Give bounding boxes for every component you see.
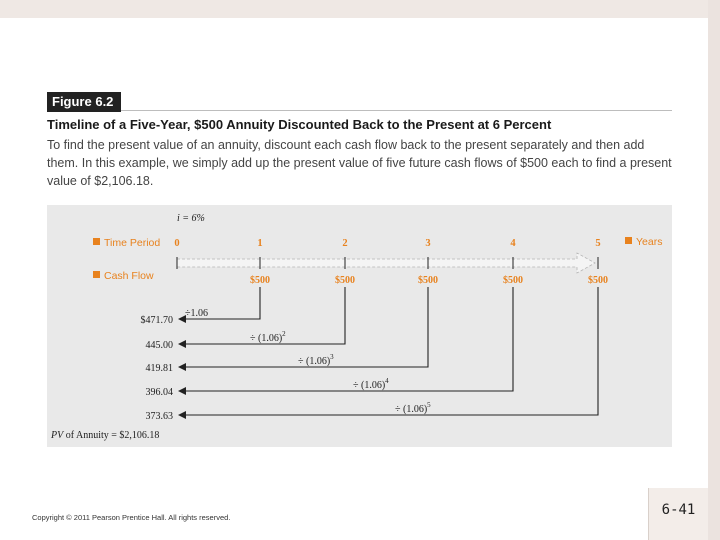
- timeline-svg: i = 6% Time Period Years Cash Flow 0 1 2 3 4…: [50, 213, 662, 441]
- rate-label: i = 6%: [177, 213, 205, 224]
- figure-label: Figure 6.2: [47, 92, 121, 112]
- cash-flow-value: $500: [250, 275, 270, 286]
- present-value: 445.00: [146, 340, 174, 351]
- right-band: [708, 0, 720, 540]
- cash-flow-label: Cash Flow: [104, 270, 154, 282]
- discount-arrow: [178, 287, 346, 348]
- period-label: 3: [425, 238, 430, 249]
- cash-flow-value: $500: [418, 275, 438, 286]
- discount-arrow: [178, 287, 429, 371]
- years-label: Years: [636, 236, 662, 248]
- period-label: 5: [595, 238, 600, 249]
- period-label: 4: [510, 238, 516, 249]
- discount-factor: ÷1.06: [185, 308, 208, 319]
- discount-factor: ÷ (1.06)4: [353, 377, 389, 391]
- discount-arrow: [178, 287, 599, 419]
- timeline-arrow: [176, 252, 596, 274]
- discount-arrow: [178, 287, 514, 395]
- discount-factor: ÷ (1.06)5: [395, 401, 431, 415]
- years-swatch: [625, 237, 632, 244]
- cash-flow-swatch: [93, 271, 100, 278]
- time-period-label: Time Period: [104, 237, 160, 249]
- copyright-notice: Copyright © 2011 Pearson Prentice Hall. …: [32, 513, 231, 522]
- cash-flow-value: $500: [503, 275, 523, 286]
- discount-factor: ÷ (1.06)3: [298, 353, 334, 367]
- figure-rule: [121, 110, 672, 111]
- time-period-swatch: [93, 238, 100, 245]
- cash-flow-value: $500: [335, 275, 355, 286]
- present-value: 373.63: [146, 411, 174, 422]
- present-value: 396.04: [146, 387, 174, 398]
- period-label: 0: [174, 238, 179, 249]
- total-pv: PV of Annuity = $2,106.18: [50, 430, 159, 441]
- figure-title: Timeline of a Five-Year, $500 Annuity Di…: [47, 117, 552, 132]
- discount-arrow: [178, 287, 261, 323]
- period-label: 2: [342, 238, 347, 249]
- discount-factor: ÷ (1.06)2: [250, 330, 286, 344]
- present-value: $471.70: [141, 315, 174, 326]
- cash-flow-value: $500: [588, 275, 608, 286]
- top-band: [0, 0, 720, 18]
- present-value: 419.81: [146, 363, 174, 374]
- timeline-diagram: i = 6% Time Period Years Cash Flow 0 1 2 3 4…: [47, 205, 672, 447]
- period-label: 1: [257, 238, 262, 249]
- figure-caption: To find the present value of an annuity,…: [47, 138, 672, 188]
- slide-number: 6-41: [648, 488, 708, 540]
